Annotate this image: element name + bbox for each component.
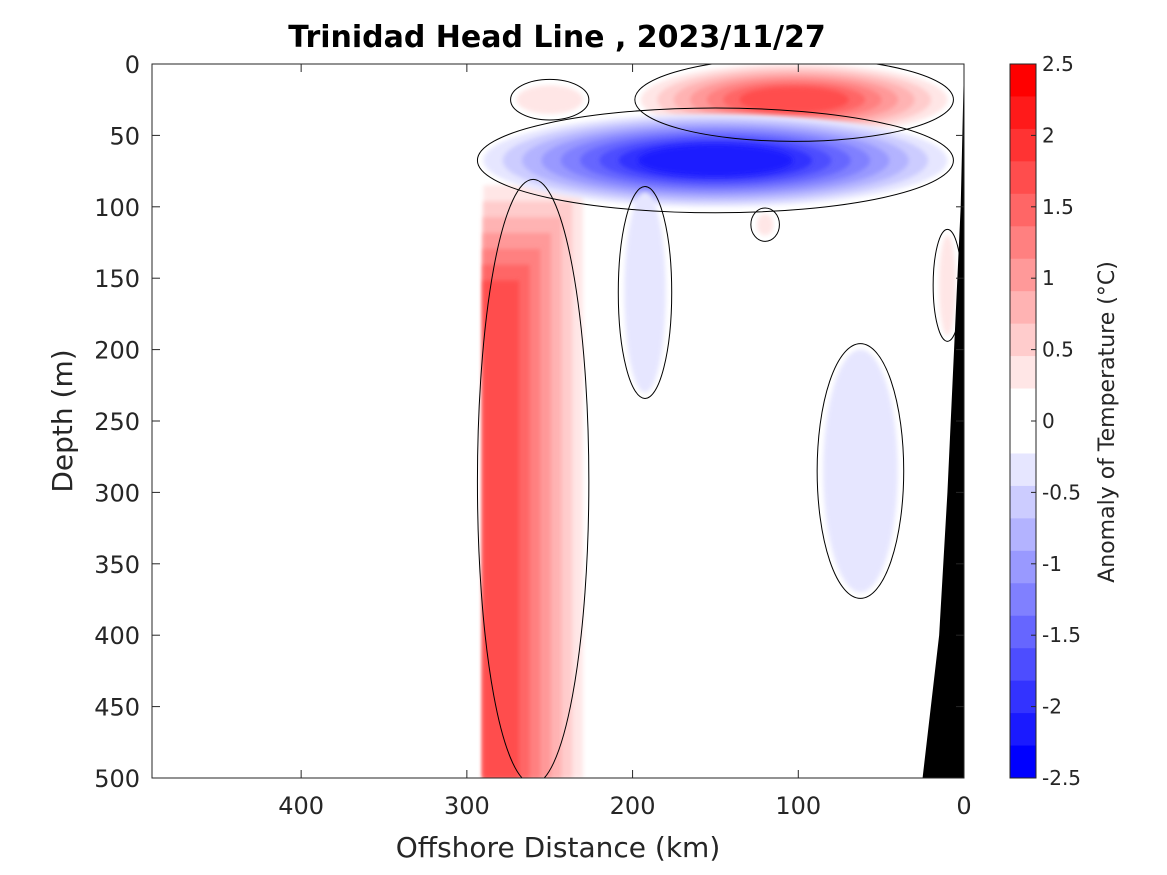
zero-contour-line bbox=[634, 64, 954, 142]
colorbar-band bbox=[1010, 713, 1036, 747]
colorbar-band bbox=[1010, 193, 1036, 227]
y-tick-label: 350 bbox=[94, 551, 140, 579]
colorbar-band bbox=[1010, 615, 1036, 649]
colorbar-band bbox=[1010, 680, 1036, 714]
colorbar-tick-label: 1 bbox=[1042, 266, 1055, 290]
chart-title: Trinidad Head Line , 2023/11/27 bbox=[288, 20, 825, 55]
colorbar-band bbox=[1010, 421, 1036, 454]
colorbar-band bbox=[1010, 550, 1036, 584]
x-axis-label: Offshore Distance (km) bbox=[396, 831, 721, 864]
zero-contour-line bbox=[476, 107, 954, 214]
colorbar-bands bbox=[1010, 64, 1036, 779]
zero-contour-line bbox=[816, 343, 905, 599]
colorbar: 2.5 2 1.5 1 0.5 0 -0.5 -1 -1.5 -2 -2.5 Anomaly of … bbox=[1009, 52, 1120, 790]
anomaly-region bbox=[756, 213, 774, 236]
colorbar-tick-label: 0 bbox=[1042, 409, 1055, 433]
zero-contour-line bbox=[510, 78, 590, 121]
y-axis-ticks: 0 50 100 150 200 250 300 350 400 450 500 bbox=[94, 51, 964, 793]
anomaly-level bbox=[739, 86, 849, 113]
colorbar-ticks: 2.5 2 1.5 1 0.5 0 -0.5 -1 -1.5 -2 -2.5 bbox=[1031, 52, 1081, 790]
colorbar-band bbox=[1010, 356, 1036, 390]
colorbar-tick-label: 2 bbox=[1042, 123, 1055, 147]
anomaly-level bbox=[939, 235, 956, 336]
zero-contour-line bbox=[476, 178, 590, 778]
colorbar-band bbox=[1010, 388, 1036, 422]
colorbar-band bbox=[1010, 745, 1036, 779]
anomaly-level bbox=[483, 280, 519, 778]
anomaly-region bbox=[823, 349, 898, 593]
y-tick-label: 250 bbox=[94, 408, 140, 436]
colorbar-tick-label: -1 bbox=[1042, 552, 1062, 576]
y-tick-label: 500 bbox=[94, 765, 140, 793]
colorbar-tick-label: 1.5 bbox=[1042, 195, 1074, 219]
anomaly-region bbox=[483, 113, 948, 207]
y-tick-label: 200 bbox=[94, 337, 140, 365]
x-tick-label: 200 bbox=[610, 792, 656, 820]
anomaly-fills bbox=[483, 64, 956, 778]
plot-area bbox=[151, 63, 965, 779]
colorbar-band bbox=[1010, 648, 1036, 682]
y-axis-label: Depth (m) bbox=[46, 349, 79, 492]
anomaly-region bbox=[624, 192, 666, 393]
x-axis-ticks: 400 300 200 100 0 bbox=[278, 64, 972, 820]
colorbar-band bbox=[1010, 128, 1036, 162]
y-tick-label: 100 bbox=[94, 194, 140, 222]
anomaly-region bbox=[516, 85, 583, 114]
colorbar-band bbox=[1010, 161, 1036, 195]
colorbar-tick-label: 0.5 bbox=[1042, 338, 1074, 362]
colorbar-band bbox=[1010, 291, 1036, 325]
x-tick-label: 100 bbox=[775, 792, 821, 820]
y-tick-label: 150 bbox=[94, 265, 140, 293]
colorbar-band bbox=[1010, 258, 1036, 292]
y-tick-label: 400 bbox=[94, 622, 140, 650]
colorbar-band bbox=[1010, 96, 1036, 130]
x-tick-label: 0 bbox=[956, 792, 971, 820]
anomaly-level bbox=[756, 213, 774, 236]
colorbar-band bbox=[1010, 64, 1036, 97]
colorbar-band bbox=[1010, 453, 1036, 487]
anomaly-region bbox=[939, 235, 956, 336]
anomaly-level bbox=[823, 349, 898, 593]
colorbar-tick-label: 2.5 bbox=[1042, 52, 1074, 76]
x-tick-label: 400 bbox=[278, 792, 324, 820]
y-tick-label: 0 bbox=[125, 51, 140, 79]
colorbar-band bbox=[1010, 518, 1036, 552]
colorbar-band bbox=[1010, 323, 1036, 357]
colorbar-band bbox=[1010, 226, 1036, 260]
anomaly-level bbox=[624, 192, 666, 393]
y-tick-label: 450 bbox=[94, 694, 140, 722]
anomaly-level bbox=[516, 85, 583, 114]
colorbar-tick-label: -2 bbox=[1042, 695, 1062, 719]
anomaly-level bbox=[638, 144, 793, 176]
zero-contour-line bbox=[750, 207, 780, 242]
colorbar-tick-label: -0.5 bbox=[1042, 480, 1081, 504]
y-tick-label: 50 bbox=[109, 122, 140, 150]
x-tick-label: 300 bbox=[444, 792, 490, 820]
colorbar-tick-label: -2.5 bbox=[1042, 766, 1081, 790]
anomaly-region bbox=[640, 64, 948, 136]
colorbar-band bbox=[1010, 485, 1036, 519]
bathymetry-shape bbox=[922, 64, 964, 778]
y-tick-label: 300 bbox=[94, 479, 140, 507]
colorbar-band bbox=[1010, 583, 1036, 617]
zero-contour-line bbox=[617, 186, 673, 399]
anomaly-region bbox=[483, 185, 583, 778]
colorbar-label: Anomaly of Temperature (°C) bbox=[1095, 261, 1120, 583]
colorbar-tick-label: -1.5 bbox=[1042, 623, 1081, 647]
